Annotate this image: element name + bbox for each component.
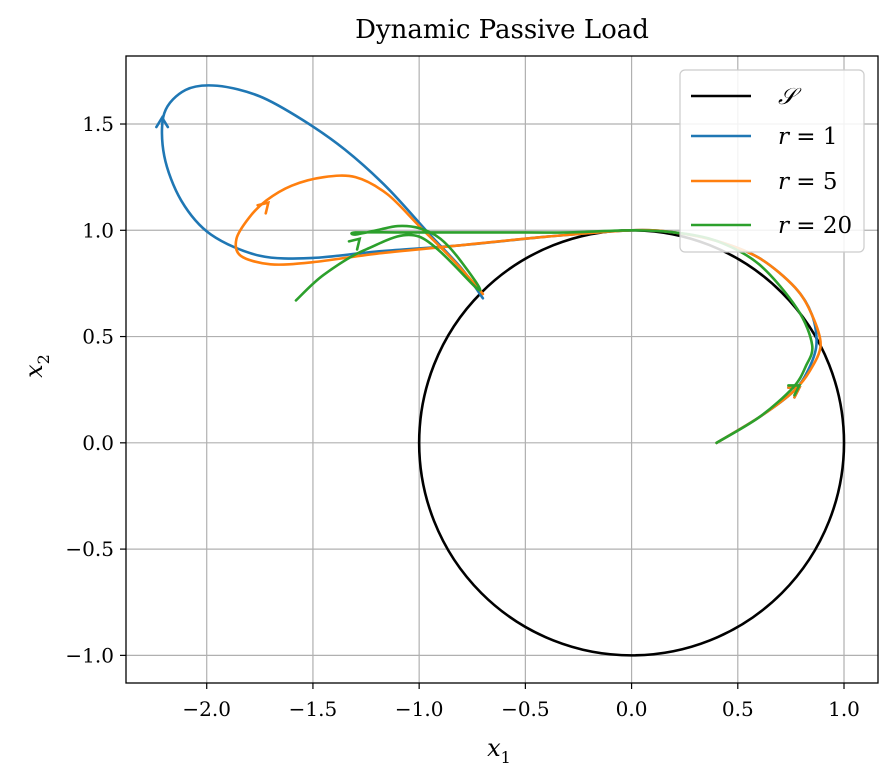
series-arrow [256, 200, 271, 215]
x-axis-label: x1 [487, 734, 511, 767]
y-tick-label: 1.0 [82, 218, 114, 242]
y-tick-label: 1.5 [82, 112, 114, 136]
x-tick-label: −2.0 [182, 697, 231, 721]
ticks-layer: −2.0 −1.5 −1.0 −0.5 0.0 0.5 1.0 −1.0 −0.5 0.0 0.5 1… [65, 112, 859, 721]
x-tick-label: 0.5 [722, 697, 754, 721]
y-tick-label: 0.5 [82, 325, 114, 349]
x-tick-label: −1.0 [395, 697, 444, 721]
x-tick-label: 1.0 [828, 697, 860, 721]
chart-title: Dynamic Passive Load [355, 15, 649, 45]
legend-label-r5-val: 5 [823, 169, 838, 195]
legend-label-r20-var: r [778, 213, 791, 239]
x-tick-label: −0.5 [501, 697, 550, 721]
x-tick-label: 0.0 [616, 697, 648, 721]
legend-box [679, 69, 865, 253]
legend-label-r1-eq: = [789, 124, 823, 150]
legend-label-r5: r = 5 [778, 169, 838, 195]
legend-label-r5-var: r [778, 169, 791, 195]
series-arrow [787, 384, 802, 397]
x-axis-label-sub: 1 [501, 748, 511, 767]
x-axis-label-var: x [487, 734, 501, 762]
x-tick-label: −1.5 [289, 697, 338, 721]
series-line-r-20 [294, 224, 814, 445]
legend-label-r20: r = 20 [778, 213, 852, 239]
y-tick-label: −1.0 [65, 643, 114, 667]
y-tick-label: −0.5 [65, 537, 114, 561]
y-axis-label: x2 [20, 354, 53, 378]
legend-label-r1-var: r [778, 124, 791, 150]
series-arrow [347, 237, 362, 251]
legend-label-r20-eq: = [789, 213, 823, 239]
y-axis-label-var: x [20, 364, 48, 378]
plot-frame [125, 55, 879, 684]
legend-label-r5-eq: = [789, 169, 823, 195]
series-arrow [155, 115, 170, 129]
legend-label-r1-val: 1 [823, 124, 838, 150]
legend: 𝒮 r = 1 r = 5 r = 20 [679, 69, 865, 253]
series-line-r-5 [234, 174, 822, 445]
y-tick-label: 0.0 [82, 431, 114, 455]
legend-label-r1: r = 1 [778, 124, 838, 150]
series-layer [155, 84, 846, 657]
legend-label-r20-val: 20 [823, 213, 852, 239]
y-axis-label-sub: 2 [34, 354, 53, 364]
